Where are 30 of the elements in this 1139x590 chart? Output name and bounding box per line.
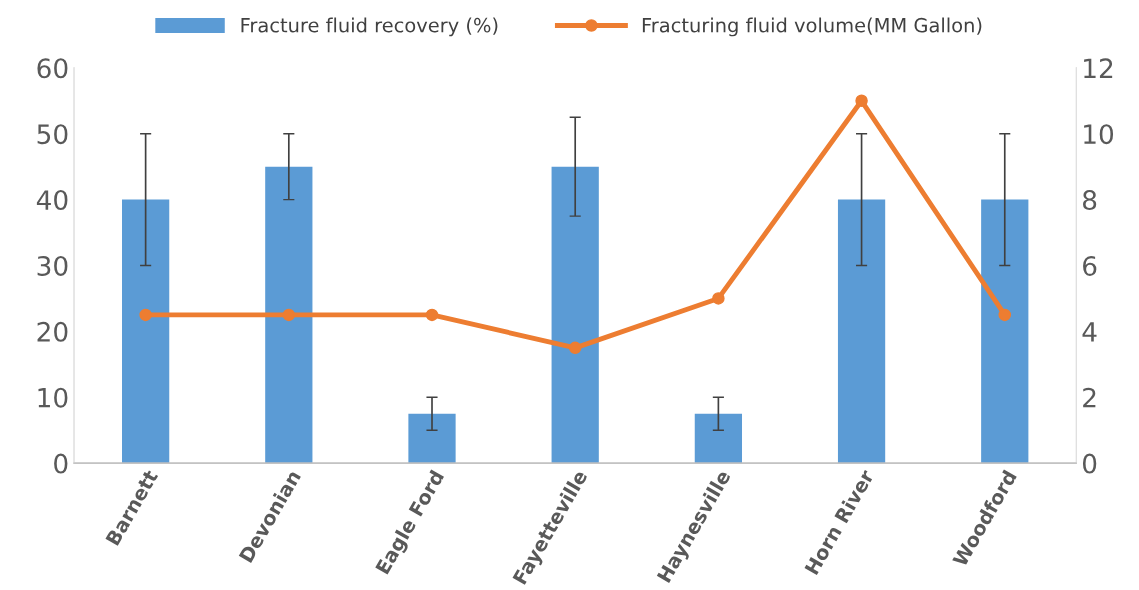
y-tick-label: 60 xyxy=(37,58,68,79)
point xyxy=(998,308,1012,322)
bar xyxy=(265,166,313,464)
legend-label: Fracture fluid recovery (%) xyxy=(241,17,498,37)
y2-tick-label: 6 xyxy=(1083,255,1097,276)
y-tick-label: 30 xyxy=(37,255,68,276)
y2-tick-label: 8 xyxy=(1083,190,1097,211)
y2-tick-label: 10 xyxy=(1084,124,1114,145)
y-tick-label: 0 xyxy=(54,453,68,474)
point xyxy=(425,308,439,322)
point xyxy=(712,292,725,305)
legend-label: Fracturing fluid volume(MM Gallon) xyxy=(642,17,982,37)
y2-tick-label: 4 xyxy=(1082,322,1097,342)
bar xyxy=(408,413,456,464)
bar xyxy=(981,199,1029,464)
y2-tick-label: 2 xyxy=(1083,387,1096,408)
y-tick-label: 10 xyxy=(38,387,68,408)
bar xyxy=(122,199,170,464)
y2-tick-label: 12 xyxy=(1084,58,1113,78)
point xyxy=(568,341,582,355)
bar xyxy=(694,413,743,464)
y-tick-label: 50 xyxy=(37,124,68,145)
bar xyxy=(837,199,886,464)
y-tick-label: 20 xyxy=(37,321,68,342)
y-tick-label: 40 xyxy=(36,190,68,211)
point xyxy=(282,308,296,322)
point xyxy=(855,94,868,108)
y2-tick-label: 0 xyxy=(1082,453,1097,474)
bar xyxy=(551,166,599,464)
point xyxy=(139,308,152,322)
